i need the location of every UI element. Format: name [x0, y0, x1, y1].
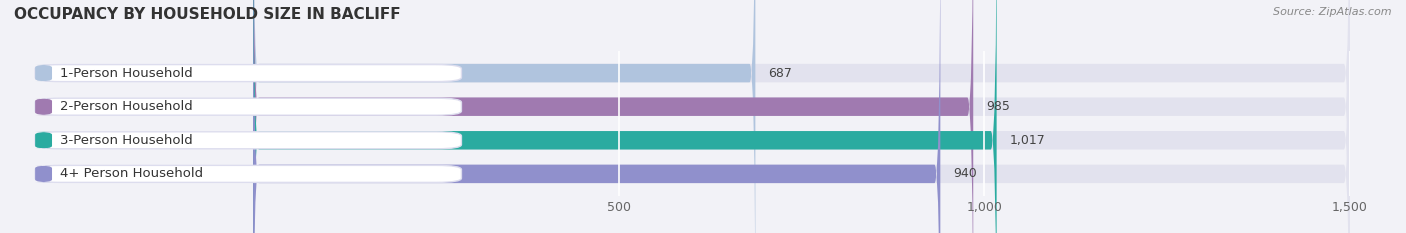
FancyBboxPatch shape	[253, 0, 755, 233]
Text: 985: 985	[987, 100, 1011, 113]
Text: 687: 687	[769, 67, 793, 80]
FancyBboxPatch shape	[253, 0, 1350, 233]
Text: 1-Person Household: 1-Person Household	[60, 67, 193, 80]
FancyBboxPatch shape	[253, 0, 973, 233]
Text: 1,017: 1,017	[1010, 134, 1046, 147]
Text: 940: 940	[953, 167, 977, 180]
Text: 2-Person Household: 2-Person Household	[60, 100, 193, 113]
FancyBboxPatch shape	[253, 0, 1350, 233]
FancyBboxPatch shape	[253, 0, 1350, 233]
Text: Source: ZipAtlas.com: Source: ZipAtlas.com	[1274, 7, 1392, 17]
Text: 4+ Person Household: 4+ Person Household	[60, 167, 204, 180]
FancyBboxPatch shape	[253, 0, 941, 233]
Text: OCCUPANCY BY HOUSEHOLD SIZE IN BACLIFF: OCCUPANCY BY HOUSEHOLD SIZE IN BACLIFF	[14, 7, 401, 22]
Text: 3-Person Household: 3-Person Household	[60, 134, 193, 147]
FancyBboxPatch shape	[253, 0, 997, 233]
FancyBboxPatch shape	[253, 0, 1350, 233]
